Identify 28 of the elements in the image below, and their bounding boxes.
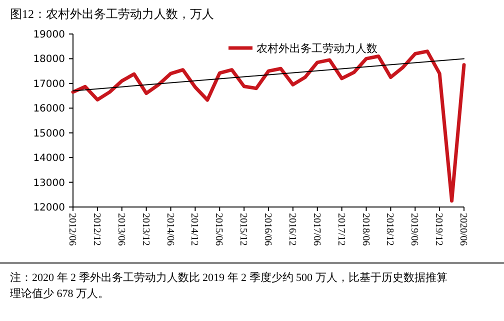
y-tick-label: 18000 xyxy=(33,54,65,66)
x-tick-label: 2016/12 xyxy=(286,213,298,246)
y-tick-label: 17000 xyxy=(33,78,65,90)
text: 注：2020 年 2 季外出务工劳动力人数比 2019 年 2 季度少约 500 万人，比基于历史数据推算理论值少 678 万人。 xyxy=(10,271,448,300)
x-tick-label: 2014/06 xyxy=(164,213,176,246)
y-tick-label: 16000 xyxy=(33,104,65,115)
x-tick-label: 2017/06 xyxy=(310,213,322,246)
y-tick-label: 19000 xyxy=(33,30,65,40)
x-tick-label: 2018/06 xyxy=(360,213,371,246)
x-tick-label: 2019/06 xyxy=(408,213,420,246)
y-tick-label: 13000 xyxy=(33,178,65,189)
x-tick-label: 2012/12 xyxy=(90,213,102,246)
x-tick-label: 2015/12 xyxy=(238,213,249,246)
chart-title: 图12：农村外出务工劳动力人数，万人 xyxy=(10,7,214,21)
x-tick-label: 2013/06 xyxy=(115,213,126,246)
x-tick-label: 2015/06 xyxy=(213,213,224,246)
x-tick-label: 2019/12 xyxy=(433,213,444,246)
x-tick-label: 2013/12 xyxy=(140,213,151,246)
x-tick-label: 2016/06 xyxy=(262,213,273,246)
x-tick-label: 2020/06 xyxy=(458,213,468,246)
y-tick-label: 12000 xyxy=(33,202,65,214)
x-tick-label: 2012/06 xyxy=(66,213,78,246)
y-tick-label: 14000 xyxy=(33,153,65,164)
y-tick-label: 15000 xyxy=(33,128,65,140)
x-tick-label: 2018/12 xyxy=(384,213,396,246)
legend-label: 农村外出务工劳动力人数 xyxy=(256,42,378,55)
x-tick-label: 2017/12 xyxy=(335,213,346,246)
x-tick-label: 2014/12 xyxy=(188,213,200,246)
